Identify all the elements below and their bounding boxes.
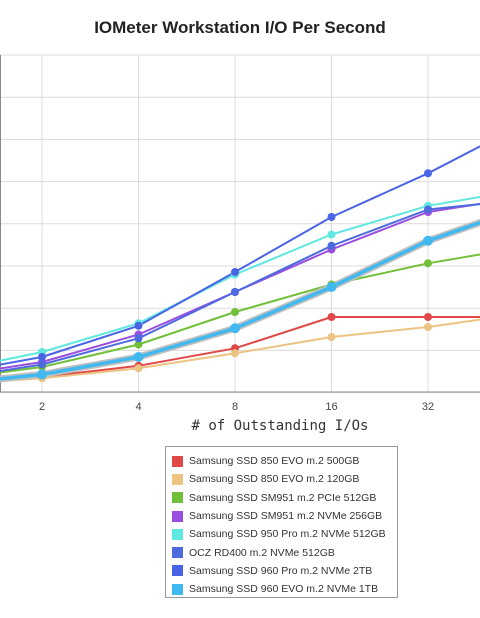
legend-item[interactable]: Samsung SSD SM951 m.2 PCIe 512GB [166,489,397,507]
series-lines [0,145,480,383]
data-point [327,333,336,341]
legend-label: OCZ RD400 m.2 NVMe 512GB [189,546,335,559]
x-tick-label: 32 [422,401,434,410]
data-point [327,241,336,250]
legend-swatch [172,510,183,522]
legend-swatch [172,473,183,485]
series-line [0,253,480,374]
data-point [424,169,432,178]
data-point [327,230,336,239]
data-point [38,360,46,369]
legend-label: Samsung SSD 850 EVO m.2 500GB [189,455,360,468]
legend-swatch [172,547,183,559]
data-point [424,323,432,331]
legend-item[interactable]: Samsung SSD 960 EVO m.2 NVMe 1TB [166,580,397,598]
x-tick-label: 8 [232,401,238,410]
data-point [37,369,47,380]
x-tick-label: 4 [135,401,141,410]
legend-swatch [172,455,183,467]
data-point [231,268,239,276]
series-line-shadow [0,218,480,383]
legend-label: Samsung SSD SM951 m.2 NVMe 256GB [189,510,383,523]
legend-label: Samsung SSD 950 Pro m.2 NVMe 512GB [189,528,386,541]
legend-label: Samsung SSD 960 EVO m.2 NVMe 1TB [189,583,379,596]
data-point [133,352,144,362]
series-line [0,220,480,381]
legend-item[interactable]: Samsung SSD 950 Pro m.2 NVMe 512GB [166,525,397,543]
legend-swatch [172,565,183,577]
data-point [231,349,239,358]
data-point [424,205,432,214]
x-axis-label: # of Outstanding I/Os [191,418,369,434]
chart-title: IOMeter Workstation I/O Per Second [94,18,386,37]
x-tick-label: 2 [39,401,45,410]
legend-item[interactable]: Samsung SSD 960 Pro m.2 NVMe 2TB [166,562,397,580]
legend-item[interactable]: Samsung SSD 850 EVO m.2 500GB [166,452,397,470]
line-chart: 2 4 8 16 32 [0,54,480,410]
data-point [230,323,240,334]
data-point [424,259,432,268]
x-tick-labels: 2 4 8 16 32 [39,401,434,410]
legend-swatch [172,528,183,540]
series-points [37,169,433,383]
data-point [423,235,433,246]
legend-item[interactable]: OCZ RD400 m.2 NVMe 512GB [166,543,397,561]
legend-item[interactable]: Samsung SSD SM951 m.2 NVMe 256GB [166,507,397,525]
data-point [134,364,143,373]
data-point [231,288,239,296]
data-point [326,282,337,292]
data-point [134,340,143,349]
data-point [327,213,336,221]
legend-label: Samsung SSD 850 EVO m.2 120GB [189,473,360,486]
legend-swatch [172,583,183,595]
data-point [327,313,336,321]
x-tick-label: 16 [325,401,337,410]
axes [0,55,480,393]
legend: Samsung SSD 850 EVO m.2 500GB Samsung SSD… [165,446,398,598]
data-point [134,321,143,330]
legend-item[interactable]: Samsung SSD 850 EVO m.2 120GB [166,470,397,488]
legend-label: Samsung SSD 960 Pro m.2 NVMe 2TB [189,564,373,577]
grid-lines [0,54,480,394]
data-point [231,308,239,316]
legend-label: Samsung SSD SM951 m.2 PCIe 512GB [189,491,377,504]
data-point [424,313,432,321]
data-point [38,353,46,361]
data-point [134,334,143,343]
legend-swatch [172,492,183,504]
